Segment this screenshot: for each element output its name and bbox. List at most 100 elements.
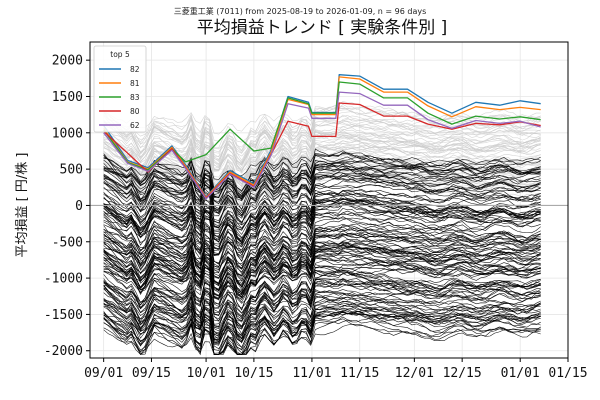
background-series-line [103,190,541,244]
background-series-line [103,226,541,255]
background-series-line [103,213,541,255]
background-series-line [103,256,541,300]
y-axis-label: 平均損益 [ 円/株 ] [15,153,30,258]
background-series-line [103,135,541,188]
top-series-lines [103,74,541,200]
background-series-line [103,155,541,198]
background-series-line [103,152,541,180]
background-series-line [103,304,541,340]
y-axis: -2000 -1500 -1000 -500 0 500 1000 1500 2000 [44,54,90,359]
x-tick-label: 12/01 [395,366,434,381]
background-series-line [103,302,541,349]
background-series-line [103,302,541,355]
legend-label-82: 82 [130,65,140,74]
x-tick-label: 01/15 [548,366,587,381]
legend-items: 82 81 83 80 62 [99,65,140,130]
background-series-line [103,217,541,257]
background-series-line [103,164,541,192]
background-series-line [103,254,541,297]
background-series-line [103,176,541,219]
background-series-line [103,195,541,244]
x-tick-label: 09/01 [84,366,123,381]
x-tick-label: 11/01 [292,366,331,381]
background-series-line [103,230,541,267]
background-series-line [103,204,541,256]
background-series-line [103,223,541,288]
background-series-line [103,263,541,317]
background-series-line [103,149,541,202]
background-series-line [103,282,541,340]
x-axis: 09/01 09/15 10/01 10/15 11/01 11/15 12/01 12/15… [84,358,588,381]
background-series-line [103,106,541,173]
background-series-line [103,131,541,186]
background-series-line [103,266,541,319]
background-series-line [103,280,541,340]
background-series-line [103,245,541,294]
background-series-line [103,297,541,330]
y-tick-label: 1000 [52,126,83,141]
chart-title: 平均損益トレンド [ 実験条件別 ] [197,18,447,38]
background-series-line [103,258,541,301]
x-tick-label: 12/15 [443,366,482,381]
background-series-line [103,150,541,200]
x-tick-label: 09/15 [132,366,171,381]
background-series-line [103,230,541,259]
y-tick-label: 1500 [52,90,83,105]
background-series-line [103,133,541,194]
background-series-line [103,148,541,211]
background-series-line [103,238,541,279]
background-series-line [103,259,541,300]
background-series-line [103,323,541,355]
background-series-line [103,223,541,286]
background-series-line [103,211,541,239]
y-tick-label: -1000 [44,272,83,287]
background-series-line [103,142,541,188]
background-series-line [103,298,541,342]
background-series-gray [103,101,541,232]
background-series-line [103,174,541,224]
background-series-line [103,310,541,355]
y-tick-label: 2000 [52,54,83,69]
y-tick-label: -1500 [44,308,83,323]
background-series-line [103,104,541,151]
x-tick-label: 10/01 [187,366,226,381]
background-series-line [103,199,541,233]
background-series-line [103,160,541,199]
x-tick-label: 11/15 [340,366,379,381]
x-tick-label: 10/15 [234,366,273,381]
y-tick-label: -2000 [44,344,83,359]
background-series-line [103,251,541,301]
background-series-line [103,192,541,231]
legend-label-81: 81 [130,79,140,88]
background-series-line [103,310,541,356]
series-line-62 [103,91,541,200]
background-series-line [103,318,541,355]
legend-label-80: 80 [130,107,140,116]
background-series-line [103,218,541,274]
background-series-line [103,311,541,343]
background-series-line [103,166,541,197]
background-series-line [103,277,541,305]
background-series-line [103,316,541,351]
background-series-line [103,162,541,202]
background-series-line [103,244,541,291]
background-series-line [103,172,541,216]
legend-label-62: 62 [130,121,140,130]
chart-subtitle: 三菱重工業 (7011) from 2025-08-19 to 2026-01-… [174,6,427,16]
legend: top 5 82 81 83 80 62 [93,45,147,133]
background-series-line [103,189,541,229]
background-series-line [103,162,541,205]
background-series-line [103,132,541,168]
background-series-line [103,189,541,251]
background-series-line [103,292,541,334]
background-series-line [103,208,541,265]
background-series-line [103,109,541,164]
background-series-line [103,204,541,270]
background-series-line [103,311,541,354]
background-series-line [103,293,541,337]
background-series-line [103,163,541,227]
background-series-line [103,197,541,243]
background-series-line [103,296,541,346]
y-tick-label: 0 [75,199,83,214]
